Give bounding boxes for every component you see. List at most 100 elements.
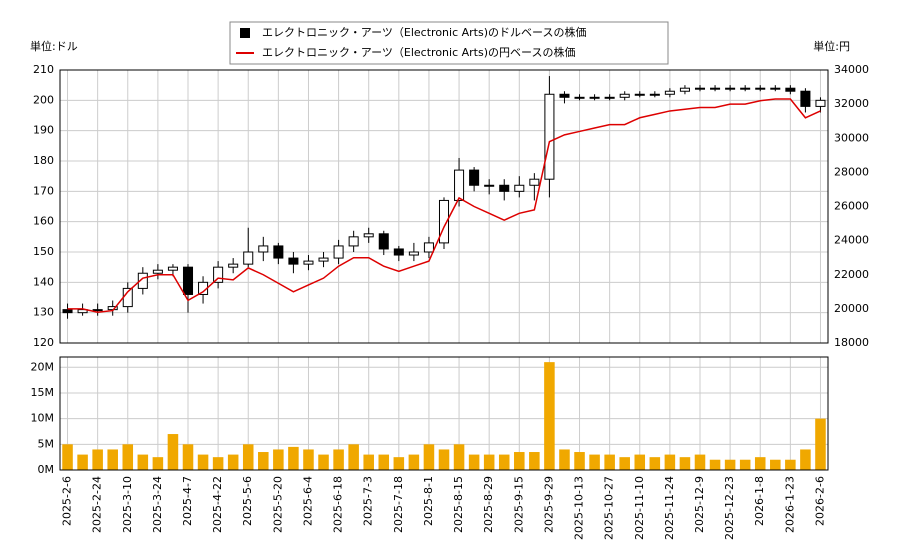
volume-bar	[62, 444, 73, 470]
y-tick-label: 15M	[31, 386, 55, 399]
volume-bar	[604, 454, 615, 470]
y2-tick-label: 22000	[834, 268, 869, 281]
y-tick-label: 200	[33, 93, 54, 106]
x-tick-label: 2026-2-6	[813, 476, 826, 526]
x-tick-label: 2025-8-29	[482, 476, 495, 533]
candle-body	[694, 87, 706, 90]
x-tick-label: 2025-2-6	[61, 476, 74, 526]
y2-tick-label: 20000	[834, 302, 869, 315]
candle-body	[755, 87, 766, 90]
y2-tick-label: 24000	[834, 234, 869, 247]
price-line	[67, 98, 821, 314]
candle-body	[514, 184, 525, 192]
x-tick-label: 2025-5-6	[241, 476, 254, 526]
y2-unit-label: 単位:円	[813, 39, 850, 53]
y-tick-label: 160	[33, 215, 54, 228]
candle-body	[559, 93, 570, 98]
candle-body	[423, 242, 434, 253]
x-tick-label: 2025-5-20	[271, 476, 284, 533]
x-tick-label: 2025-11-24	[663, 476, 676, 540]
y-tick-label: 210	[33, 63, 54, 76]
y2-tick-label: 18000	[834, 336, 869, 349]
candle-body	[378, 233, 389, 250]
candle-body	[544, 93, 555, 180]
x-tick-label: 2025-12-23	[723, 476, 736, 540]
candle-body	[333, 245, 344, 259]
x-tick-label: 2025-4-22	[211, 476, 224, 533]
volume-bar	[423, 444, 435, 470]
volume-bar	[258, 452, 269, 470]
volume-bar	[197, 454, 209, 470]
candle-body	[273, 245, 284, 259]
y-tick-label: 130	[33, 306, 54, 319]
candle-body	[725, 87, 736, 90]
candle-body	[649, 93, 660, 96]
candle-body	[92, 309, 103, 312]
volume-bar	[664, 454, 676, 470]
y-tick-label: 120	[33, 336, 54, 349]
y2-tick-label: 34000	[834, 63, 869, 76]
candle-body	[815, 99, 826, 107]
candle-body	[393, 248, 404, 256]
volume-bar	[77, 454, 88, 470]
legend-label: エレクトロニック・アーツ（Electronic Arts)のドルベースの株価	[262, 25, 586, 39]
x-tick-label: 2025-8-15	[452, 476, 465, 533]
x-tick-label: 2025-10-27	[603, 476, 616, 540]
volume-bar	[393, 457, 405, 470]
x-tick-label: 2025-6-4	[301, 476, 314, 526]
candle-body	[785, 87, 796, 92]
y2-tick-label: 26000	[834, 200, 869, 213]
candle-body	[800, 90, 811, 107]
candle-body	[770, 87, 781, 90]
volume-bar	[529, 452, 540, 470]
volume-bar	[559, 449, 570, 470]
volume-bar	[800, 449, 811, 470]
x-tick-label: 2025-12-9	[693, 476, 706, 533]
legend-swatch	[240, 28, 250, 38]
volume-bar	[815, 418, 826, 470]
volume-bar	[544, 362, 555, 470]
volume-bar	[137, 454, 149, 470]
volume-bar	[770, 459, 781, 470]
plot-frame	[59, 356, 829, 471]
y-tick-label: 5M	[38, 437, 55, 450]
x-tick-label: 2025-11-10	[633, 476, 646, 540]
y-tick-label: 10M	[31, 412, 55, 425]
x-tick-label: 2026-1-8	[753, 476, 766, 526]
volume-bar	[122, 444, 134, 470]
plot-frame	[59, 69, 829, 344]
candle-body	[228, 263, 239, 268]
volume-bar	[574, 452, 585, 470]
candle-body	[619, 93, 630, 98]
volume-bar	[754, 457, 766, 470]
candle-body	[182, 266, 194, 295]
candle-body	[664, 90, 675, 95]
x-tick-label: 2025-4-7	[181, 476, 194, 526]
x-tick-label: 2025-7-18	[392, 476, 405, 533]
volume-bar	[724, 459, 736, 470]
volume-bar	[92, 449, 103, 470]
volume-bar	[152, 457, 164, 470]
x-tick-label: 2025-9-15	[512, 476, 525, 533]
y-tick-label: 170	[33, 184, 54, 197]
volume-bar	[318, 454, 329, 470]
y2-tick-label: 30000	[834, 131, 869, 144]
legend-label: エレクトロニック・アーツ（Electronic Arts)の円ベースの株価	[262, 45, 575, 59]
x-tick-label: 2025-7-3	[362, 476, 375, 526]
candle-body	[213, 266, 224, 283]
volume-bar	[242, 444, 254, 470]
volume-bar	[212, 457, 224, 470]
volume-bar	[333, 449, 344, 470]
candle-body	[303, 260, 314, 265]
y-tick-label: 140	[33, 275, 54, 288]
volume-bar	[785, 459, 796, 470]
x-tick-label: 2025-6-18	[332, 476, 345, 533]
candle-body	[499, 184, 510, 192]
candle-body	[710, 87, 721, 90]
x-tick-label: 2025-2-24	[91, 476, 104, 533]
candle-body	[634, 93, 645, 96]
candle-body	[288, 257, 299, 265]
volume-bar	[709, 459, 721, 470]
